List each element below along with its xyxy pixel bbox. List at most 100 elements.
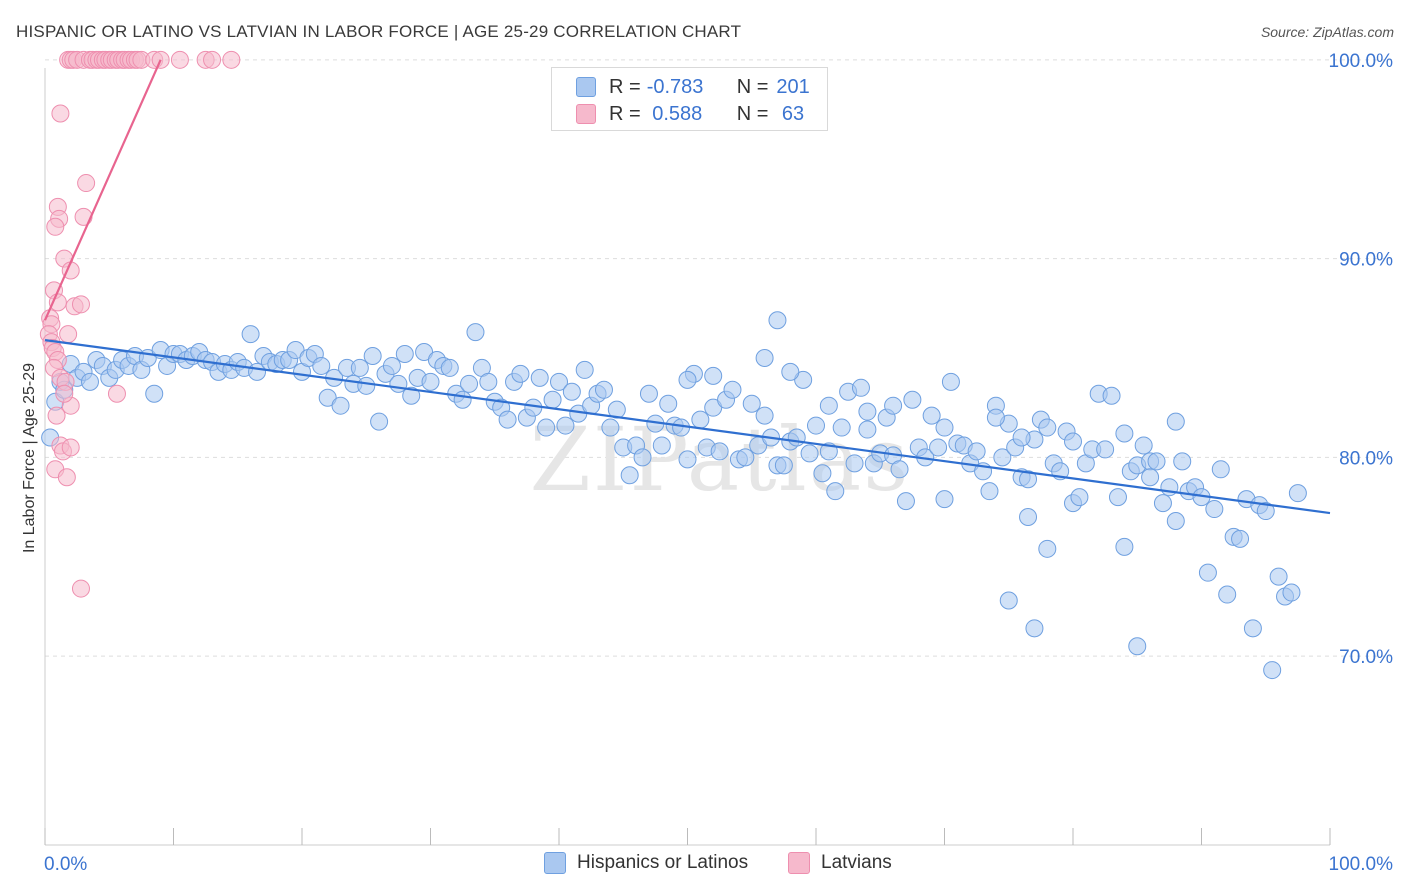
legend-item-hispanics[interactable]: Hispanics or Latinos (544, 852, 748, 874)
trend-line-hispanics (44, 339, 1331, 515)
legend-label-hispanics: Hispanics or Latinos (577, 852, 749, 873)
legend-r-value: 0.588 (646, 102, 703, 125)
data-point-latvians (107, 384, 126, 403)
legend-swatch-pink (788, 852, 810, 874)
data-point-hispanics (659, 394, 678, 413)
data-point-hispanics (460, 374, 479, 393)
data-point-hispanics (331, 396, 350, 415)
legend-n-value: 63 (776, 102, 805, 125)
data-point-hispanics (1019, 508, 1038, 527)
data-point-hispanics (845, 454, 864, 473)
data-point-hispanics (832, 418, 851, 437)
data-point-hispanics (1269, 567, 1288, 586)
data-point-hispanics (999, 591, 1018, 610)
data-point-hispanics (1166, 511, 1185, 530)
data-point-hispanics (742, 394, 761, 413)
data-point-latvians (46, 217, 65, 236)
data-point-hispanics (736, 448, 755, 467)
data-point-hispanics (1147, 452, 1166, 471)
grid-lines (45, 59, 1392, 657)
data-point-hispanics (466, 323, 485, 342)
legend-r-label: R = (609, 102, 641, 125)
data-point-hispanics (241, 325, 260, 344)
data-point-hispanics (1263, 661, 1282, 680)
data-point-latvians (59, 325, 78, 344)
data-point-latvians (57, 468, 76, 487)
data-point-hispanics (357, 376, 376, 395)
data-point-hispanics (1115, 424, 1134, 443)
data-point-hispanics (929, 438, 948, 457)
data-point-hispanics (1025, 619, 1044, 638)
data-point-hispanics (768, 311, 787, 330)
legend-n-value: 201 (776, 75, 810, 98)
source-label: Source: ZipAtlas.com (1260, 24, 1394, 40)
x-tick-label: 100.0% (1329, 854, 1394, 875)
data-point-hispanics (890, 460, 909, 479)
data-point-hispanics (1205, 500, 1224, 519)
data-point-hispanics (755, 348, 774, 367)
data-point-hispanics (1153, 494, 1172, 513)
data-point-latvians (71, 579, 90, 598)
data-point-hispanics (813, 464, 832, 483)
series-latvians-points (39, 50, 241, 598)
data-point-hispanics (980, 482, 999, 501)
data-point-hispanics (543, 390, 562, 409)
data-point-hispanics (678, 450, 697, 469)
data-point-hispanics (601, 418, 620, 437)
data-point-hispanics (935, 418, 954, 437)
data-point-hispanics (935, 490, 954, 509)
data-point-hispanics (639, 384, 658, 403)
legend-item-latvians[interactable]: Latvians (788, 852, 892, 874)
data-point-hispanics (395, 345, 414, 364)
data-point-hispanics (723, 380, 742, 399)
data-point-hispanics (794, 370, 813, 389)
data-point-hispanics (884, 396, 903, 415)
data-point-latvians (55, 384, 74, 403)
y-tick-label: 70.0% (1339, 647, 1393, 668)
data-point-hispanics (1038, 539, 1057, 558)
data-point-hispanics (440, 358, 459, 377)
data-point-hispanics (1064, 432, 1082, 451)
data-point-hispanics (1282, 583, 1301, 602)
y-axis-label: In Labor Force | Age 25-29 (21, 363, 38, 553)
data-point-hispanics (704, 366, 723, 385)
legend-swatch-pink (576, 104, 596, 124)
data-point-hispanics (562, 382, 581, 401)
data-point-hispanics (1096, 440, 1115, 459)
data-point-hispanics (819, 396, 838, 415)
legend-row-latvians: R = 0.588 N = 63 (576, 102, 804, 126)
data-point-hispanics (479, 372, 498, 391)
data-point-hispanics (1211, 460, 1230, 479)
data-point-hispanics (389, 374, 408, 393)
data-point-hispanics (382, 356, 401, 375)
data-point-hispanics (1198, 563, 1217, 582)
data-point-latvians (71, 295, 90, 314)
data-point-hispanics (1231, 529, 1250, 548)
data-point-hispanics (1141, 468, 1160, 487)
data-point-hispanics (1173, 452, 1192, 471)
data-point-hispanics (774, 456, 793, 475)
data-point-hispanics (415, 343, 434, 362)
data-point-hispanics (858, 402, 877, 421)
data-point-hispanics (807, 416, 825, 435)
data-point-hispanics (421, 372, 440, 391)
data-point-hispanics (922, 406, 941, 425)
data-point-hispanics (1102, 386, 1121, 405)
data-point-hispanics (530, 368, 549, 387)
data-point-latvians (61, 438, 80, 457)
data-point-hispanics (691, 410, 710, 429)
x-tick-label: 0.0% (44, 854, 87, 875)
data-point-hispanics (537, 418, 556, 437)
data-point-hispanics (1019, 470, 1038, 489)
data-point-hispanics (787, 428, 806, 447)
data-point-hispanics (993, 448, 1012, 467)
data-point-hispanics (781, 362, 800, 381)
legend-n-label: N = (736, 75, 769, 98)
data-point-hispanics (1115, 537, 1134, 556)
tick-labels: 70.0% 80.0% 90.0% 100.0% 0.0% 100.0% (44, 51, 1393, 875)
data-point-latvians (47, 406, 66, 425)
legend-swatch-blue (576, 77, 596, 97)
data-point-latvians (51, 104, 70, 123)
legend-label-latvians: Latvians (821, 852, 892, 873)
data-point-hispanics (1012, 428, 1031, 447)
